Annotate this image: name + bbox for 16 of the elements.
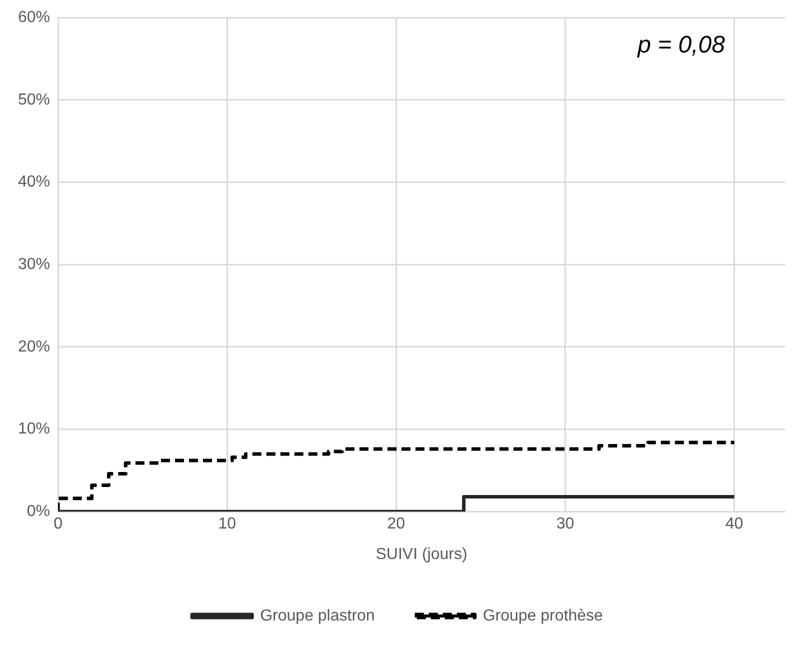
- legend-label: Groupe prothèse: [482, 607, 604, 624]
- y-tick-label: 10%: [18, 420, 50, 438]
- y-tick-label: 40%: [18, 174, 50, 191]
- y-tick-label: 20%: [18, 338, 50, 356]
- y-tick-label: 50%: [18, 91, 50, 108]
- y-tick-label: 30%: [18, 256, 50, 274]
- x-tick-label: 40: [725, 516, 744, 533]
- y-tick-label: 60%: [18, 9, 50, 26]
- legend-label: Groupe plastron: [260, 607, 375, 624]
- x-axis-title: SUIVI (jours): [376, 546, 468, 563]
- x-tick-label: 30: [556, 516, 574, 533]
- annotation: p = 0,08: [636, 31, 726, 58]
- x-tick-label: 0: [54, 516, 63, 533]
- x-tick-label: 10: [218, 516, 236, 533]
- y-tick-label: 0%: [26, 503, 50, 520]
- x-tick-label: 20: [387, 516, 406, 533]
